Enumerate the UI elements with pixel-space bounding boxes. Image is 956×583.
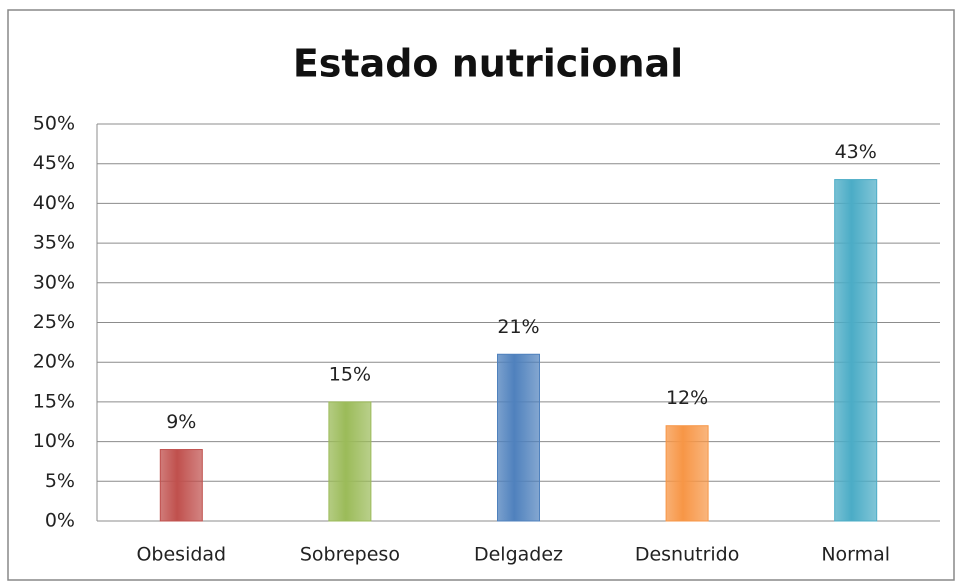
x-tick-label: Desnutrido [635,544,740,566]
chart-border [7,9,955,581]
y-tick-label: 35% [33,232,75,254]
x-tick-label: Sobrepeso [300,544,400,566]
data-label: 12% [666,387,708,409]
y-tick-label: 50% [33,113,75,135]
bar [834,179,878,522]
y-tick-label: 25% [33,311,75,333]
y-tick-label: 15% [33,390,75,412]
bar [328,401,372,522]
data-label: 43% [835,141,877,163]
data-label: 15% [329,363,371,385]
x-tick-label: Normal [821,544,890,566]
y-tick-label: 30% [33,271,75,293]
y-tick-label: 5% [45,470,75,492]
data-label: 21% [497,316,539,338]
x-tick-label: Obesidad [136,544,226,566]
x-tick-label: Delgadez [474,544,563,566]
bar [665,425,709,522]
data-label: 9% [166,411,196,433]
bar [159,449,203,522]
y-tick-label: 20% [33,351,75,373]
chart-title: Estado nutricional [293,42,683,86]
y-tick-label: 0% [45,510,75,532]
y-tick-label: 45% [33,152,75,174]
bar [497,353,540,522]
y-tick-label: 40% [33,192,75,214]
y-tick-label: 10% [33,430,75,452]
